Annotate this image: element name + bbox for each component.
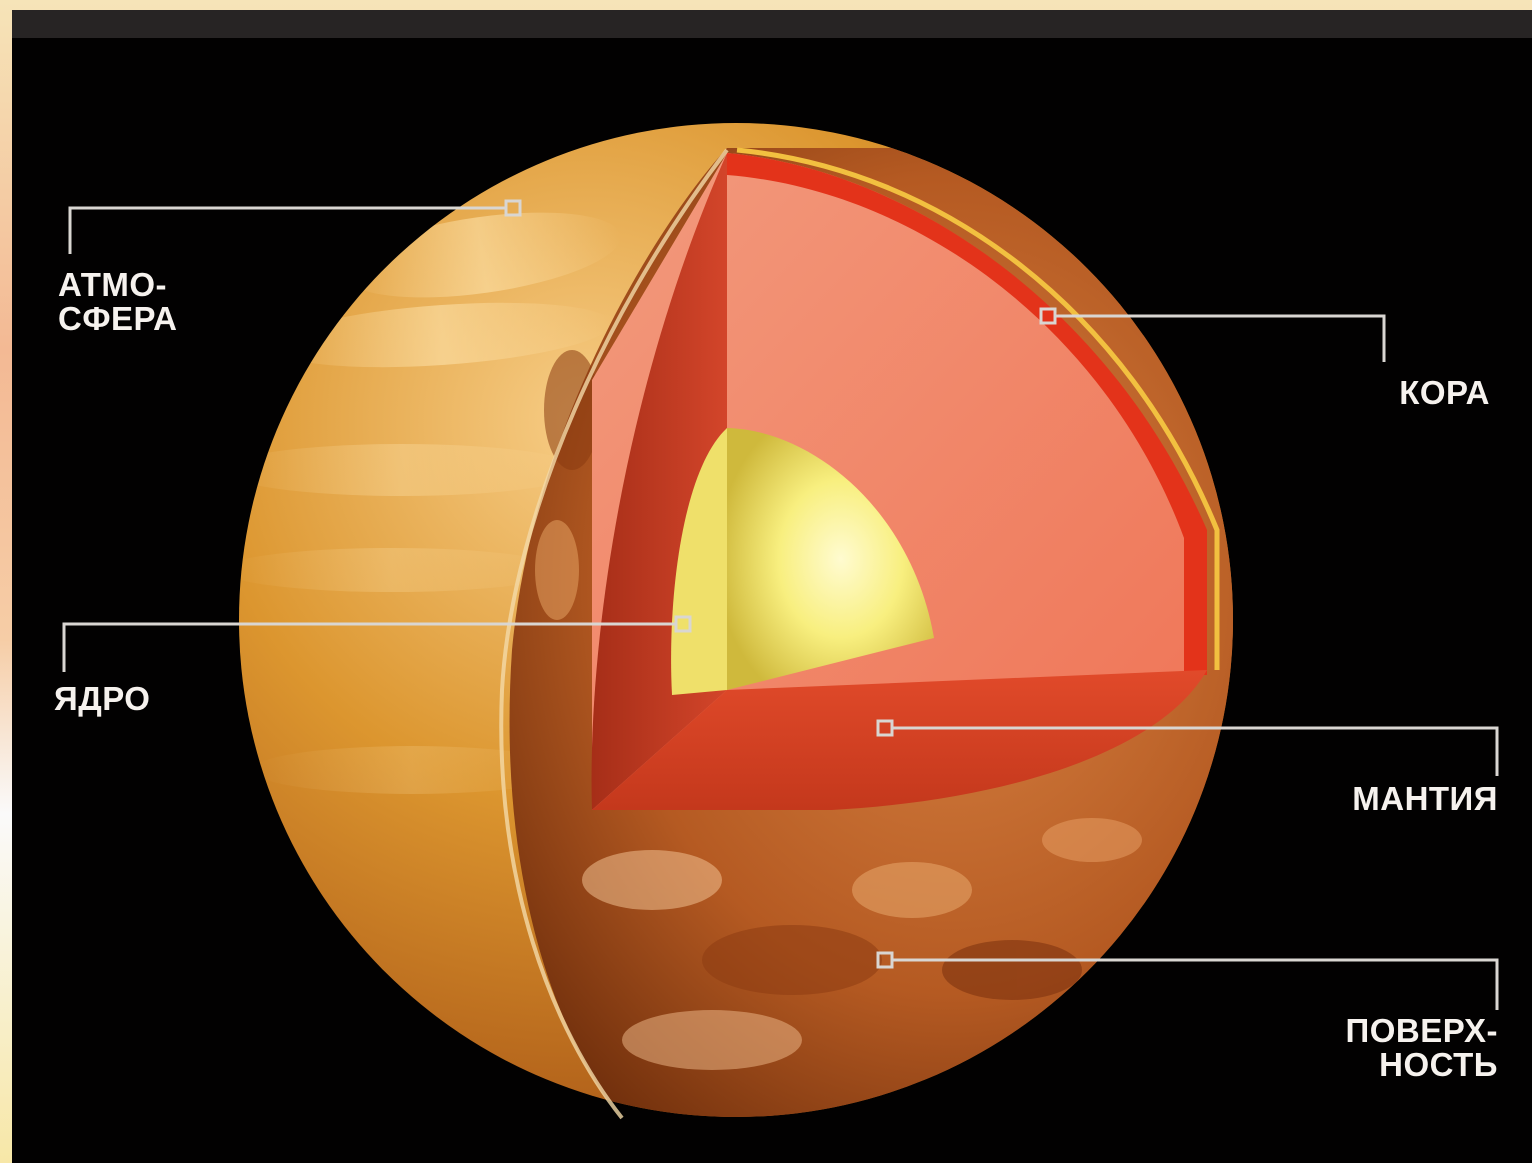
crust-outer-edge bbox=[736, 147, 1220, 670]
cutaway-floor bbox=[592, 670, 1207, 810]
leader-line-atmosphere bbox=[68, 206, 506, 254]
core-front bbox=[671, 428, 727, 695]
diagram-panel: АТМО- СФЕРА КОРА ЯДРО МАНТИЯ ПОВЕРХ- НОС… bbox=[12, 10, 1532, 1163]
crust-rim bbox=[727, 153, 1207, 675]
label-mantle: МАНТИЯ bbox=[1352, 780, 1498, 817]
venus-structure-diagram bbox=[62, 123, 1499, 1120]
cutaway-edge bbox=[499, 148, 729, 1120]
atmosphere-bands bbox=[239, 212, 621, 794]
leader-lines bbox=[62, 199, 1499, 1010]
leader-line-crust bbox=[1055, 314, 1386, 362]
marker-mantle bbox=[876, 719, 894, 737]
marker-atmosphere bbox=[504, 199, 522, 217]
surface-texture bbox=[535, 350, 1142, 1070]
leader-line-core bbox=[62, 622, 676, 672]
label-surface: ПОВЕРХ- НОСТЬ bbox=[1345, 1012, 1498, 1083]
leader-line-surface bbox=[892, 958, 1499, 1010]
top-strip bbox=[12, 10, 1532, 38]
leader-line-mantle bbox=[892, 726, 1499, 776]
label-crust: КОРА bbox=[1399, 374, 1490, 411]
label-core: ЯДРО bbox=[54, 680, 151, 717]
marker-crust bbox=[1039, 307, 1057, 325]
core-hemisphere bbox=[727, 428, 934, 690]
marker-core bbox=[674, 615, 692, 633]
marker-surface bbox=[876, 951, 894, 969]
label-atmosphere: АТМО- СФЕРА bbox=[58, 266, 178, 337]
